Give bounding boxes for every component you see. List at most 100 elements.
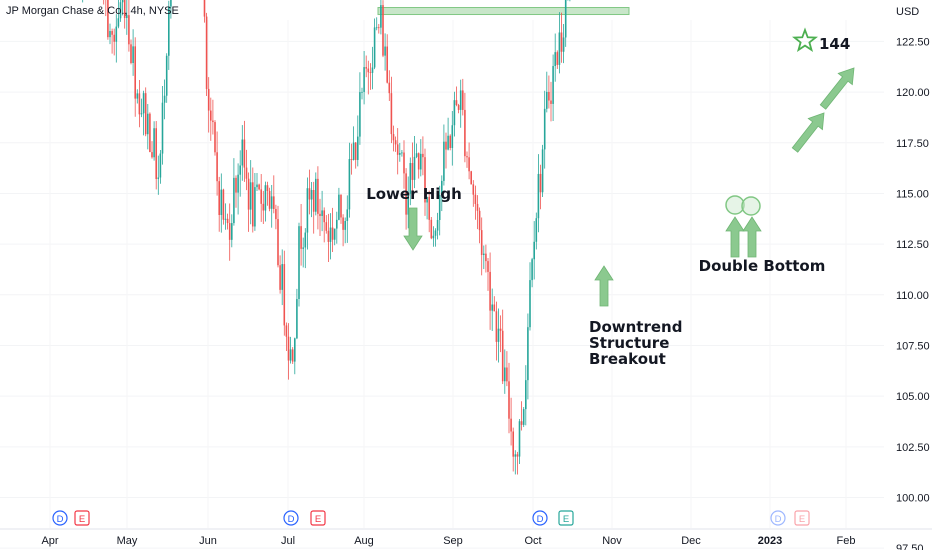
double-bottom-arrow-2 (742, 216, 762, 258)
candle-body (403, 152, 405, 174)
candle-body (430, 219, 433, 239)
candle-body (308, 188, 311, 200)
candle-body (130, 44, 132, 63)
candle-body (352, 142, 355, 160)
earnings-marker-box (74, 510, 90, 526)
dividend-marker[interactable]: D (532, 510, 548, 526)
dividend-marker-circle (770, 510, 786, 526)
candle-body (107, 0, 109, 38)
candle-body (302, 247, 304, 249)
candle-body (529, 280, 531, 328)
candle-body (432, 235, 435, 239)
y-tick-label: 107.50 (896, 340, 930, 352)
candle-body (260, 189, 262, 204)
candle-body (504, 367, 506, 382)
candle-body (533, 241, 535, 260)
candle-body (140, 113, 143, 115)
candle-body (420, 153, 422, 170)
y-tick-label: 110.00 (896, 290, 929, 302)
x-tick-label: Jun (199, 535, 217, 547)
candle-body (537, 173, 540, 219)
candle-body (434, 230, 437, 236)
candle-body (512, 431, 514, 457)
candle-body (428, 196, 430, 220)
lower-high-level (377, 7, 630, 16)
candle-body (401, 152, 403, 154)
horizontal-zones (377, 7, 630, 16)
candle-body (378, 27, 380, 29)
y-tick-label: 122.50 (896, 36, 930, 48)
chart-grid (0, 40, 884, 549)
x-tick-label: Apr (41, 535, 58, 547)
earnings-marker[interactable]: E (310, 510, 326, 526)
candle-body (144, 93, 147, 135)
candle-body (226, 218, 229, 224)
candle-body (340, 194, 342, 218)
time-axis[interactable]: Apr May Jun Jul Aug Sep Oct Nov Dec 2023 Feb (0, 528, 932, 547)
candle-body (483, 253, 485, 255)
candle-body (476, 203, 479, 211)
event-marker-letter: E (799, 514, 805, 525)
candle-body (336, 219, 338, 229)
projection-arrow-1 (791, 112, 825, 153)
earnings-marker-box (558, 510, 574, 526)
candle-body (451, 125, 454, 148)
dividend-marker[interactable]: D (52, 510, 68, 526)
candle-body (436, 219, 439, 231)
candle-body (298, 226, 300, 300)
candle-body (159, 153, 162, 178)
candle-body (283, 264, 286, 326)
candle-body (277, 219, 279, 266)
candle-body (285, 325, 288, 337)
candle-body (470, 171, 472, 185)
event-marker-letter: D (57, 514, 64, 525)
candle-body (325, 222, 328, 231)
bottom-circle-2 (741, 196, 761, 216)
candle-body (474, 194, 477, 204)
candle-body (258, 184, 260, 190)
price-axis[interactable]: 145.00142.50140.00137.50135.00132.50130.… (888, 0, 932, 550)
dividend-marker[interactable]: D (283, 510, 299, 526)
lower-high-label: Lower High (366, 185, 462, 203)
candle-body (489, 271, 491, 311)
candle-body (413, 156, 416, 180)
candle-body (151, 152, 153, 158)
dividend-marker[interactable]: D (770, 510, 786, 526)
candle-body (384, 46, 386, 56)
candle-body (363, 67, 365, 92)
candle-body (109, 31, 111, 38)
candle-body (270, 196, 273, 209)
earnings-marker[interactable]: E (558, 510, 574, 526)
earnings-marker-box (794, 510, 810, 526)
candle-body (121, 0, 124, 3)
candle-body (485, 253, 487, 262)
candle-body (237, 174, 239, 193)
candle-body (560, 32, 563, 52)
candle-body (539, 173, 542, 193)
candle-body (562, 37, 565, 52)
earnings-marker[interactable]: E (74, 510, 90, 526)
candle-body (315, 178, 317, 212)
candle-body (210, 110, 212, 121)
candle-body (203, 0, 206, 17)
x-tick-label: 2023 (758, 535, 782, 547)
earnings-marker[interactable]: E (794, 510, 810, 526)
candle-body (455, 100, 458, 106)
candle-body (550, 100, 552, 104)
candle-body (495, 311, 498, 342)
candle-body (392, 134, 395, 141)
candle-body (462, 90, 464, 110)
candle-body (382, 5, 384, 56)
candle-body (514, 454, 517, 457)
candle-body (554, 52, 556, 67)
candle-body (361, 91, 363, 93)
candle-body (426, 196, 428, 203)
candle-body (161, 102, 164, 154)
candle-body (525, 380, 527, 410)
candle-body (357, 136, 359, 160)
candle-body (348, 159, 351, 210)
candle-body (323, 210, 325, 223)
